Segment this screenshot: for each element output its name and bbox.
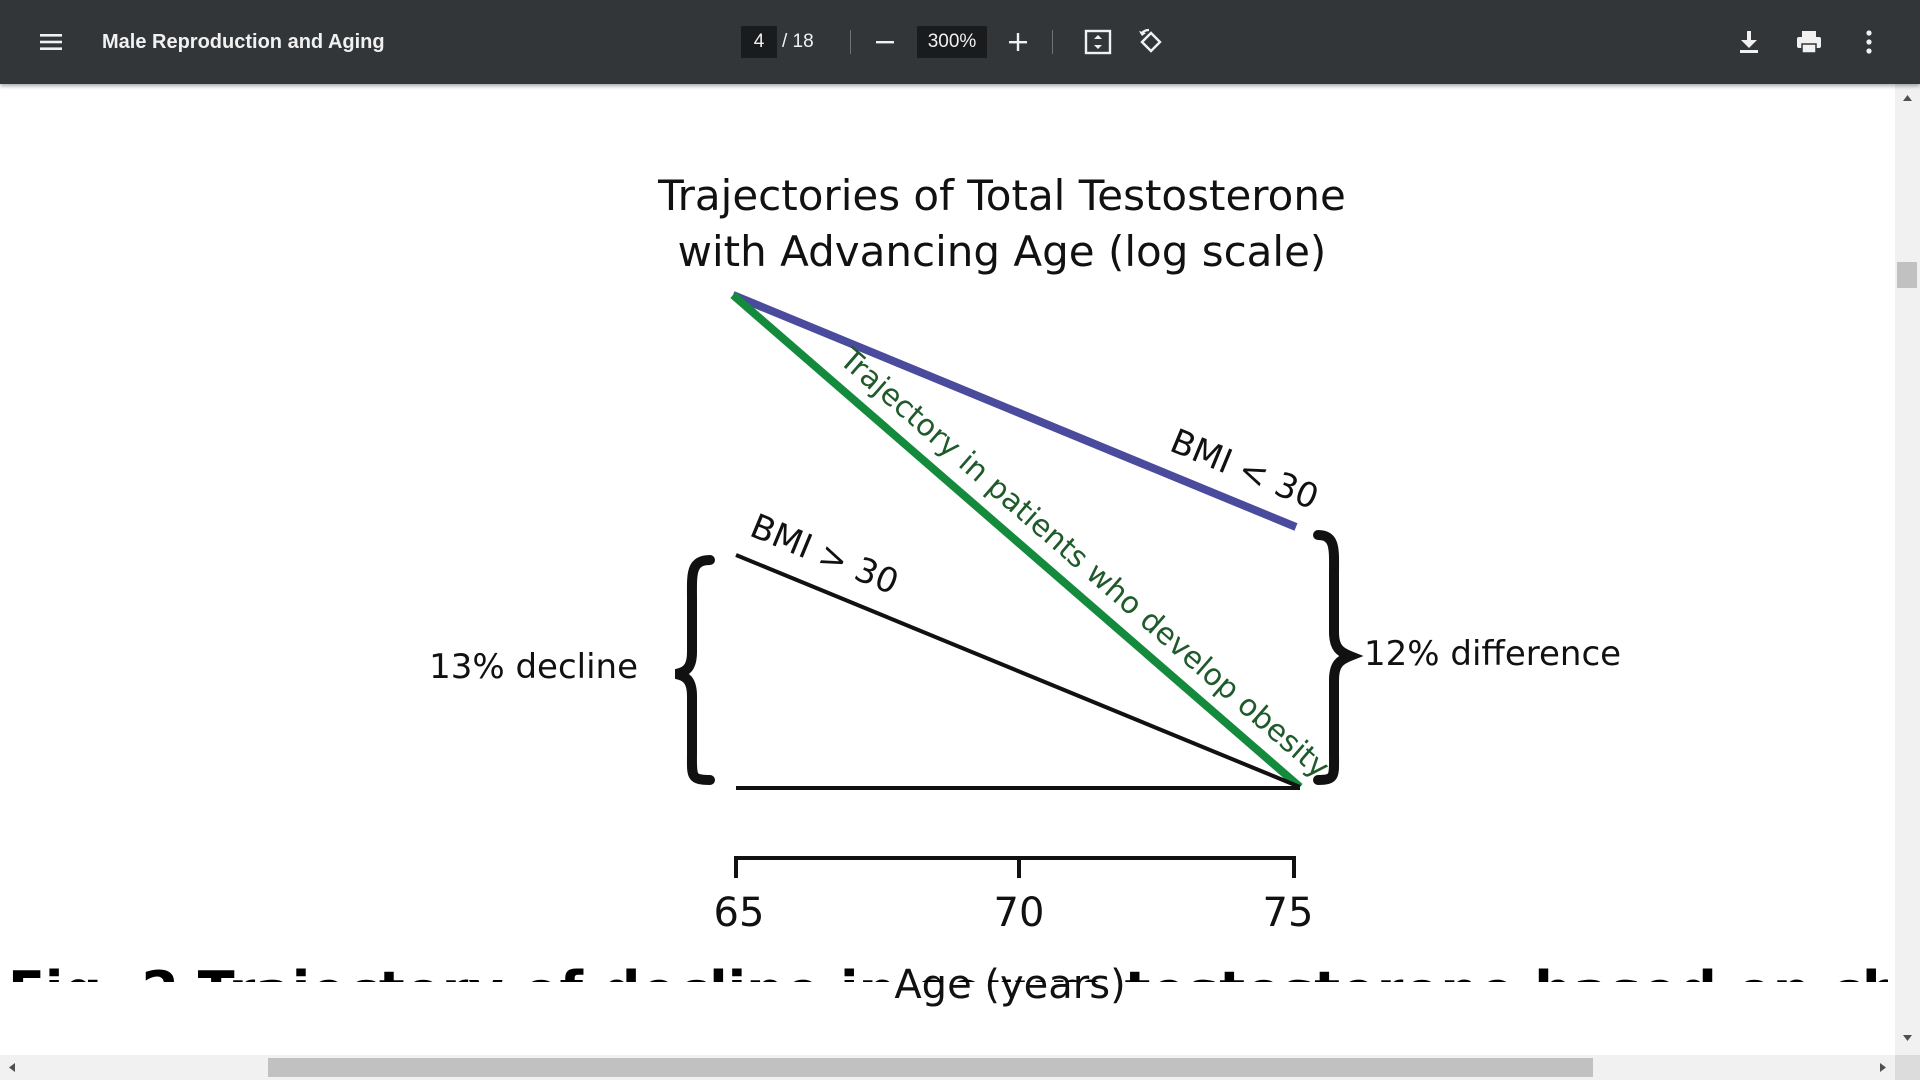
- scroll-right-arrow-icon[interactable]: [1873, 1055, 1893, 1080]
- page-total: / 18: [782, 31, 814, 52]
- toolbar-divider: [850, 30, 851, 54]
- series-line-bmi-lt-30: [731, 291, 1298, 531]
- x-tick-label: 75: [1263, 890, 1314, 936]
- scroll-up-arrow-icon[interactable]: [1895, 88, 1920, 108]
- zoom-level-input[interactable]: 300%: [917, 26, 987, 58]
- zoom-in-button[interactable]: [998, 22, 1038, 62]
- download-button[interactable]: [1729, 22, 1769, 62]
- pdf-page-viewport[interactable]: Trajectories of Total Testosterone with …: [0, 84, 1895, 1055]
- annotation-decline: 13% decline: [429, 647, 638, 687]
- scroll-left-arrow-icon[interactable]: [2, 1055, 22, 1080]
- print-button[interactable]: [1789, 22, 1829, 62]
- horizontal-scrollbar-thumb[interactable]: [268, 1058, 1593, 1077]
- vertical-scrollbar-thumb[interactable]: [1897, 262, 1917, 288]
- right-brace: [1313, 530, 1364, 785]
- download-icon: [1740, 31, 1758, 53]
- minus-icon: [876, 41, 894, 44]
- more-options-button[interactable]: [1849, 22, 1889, 62]
- plus-icon: [1009, 33, 1027, 51]
- scroll-down-arrow-icon[interactable]: [1895, 1028, 1920, 1048]
- hamburger-menu-icon[interactable]: [31, 22, 71, 62]
- testosterone-figure: Trajectories of Total Testosterone with …: [429, 171, 1621, 1008]
- figure-caption-partial: Fig. 2 Trajectory of decline in serum te…: [8, 952, 1888, 982]
- fit-to-page-button[interactable]: [1078, 22, 1118, 62]
- annotation-difference: 12% difference: [1364, 634, 1621, 674]
- toolbar-divider: [1052, 30, 1053, 54]
- fit-to-page-icon: [1084, 29, 1112, 55]
- series-line-obesity-trajectory: [730, 291, 1303, 791]
- zoom-out-button[interactable]: [865, 22, 905, 62]
- rotate-icon: [1139, 28, 1162, 53]
- x-tick-label: 70: [994, 890, 1045, 936]
- x-tick-label: 65: [714, 890, 765, 936]
- page-number-input[interactable]: 4: [741, 26, 777, 58]
- label-bmi-gt-30: BMI > 30: [745, 506, 904, 603]
- print-icon: [1797, 31, 1821, 54]
- document-title: Male Reproduction and Aging: [102, 31, 385, 53]
- scrollbar-corner: [1895, 1055, 1920, 1080]
- pdf-toolbar: Male Reproduction and Aging 4 / 18 300%: [0, 0, 1920, 84]
- label-obesity-trajectory: Trajectory in patients who develop obesi…: [832, 341, 1336, 785]
- figure-title-line2: with Advancing Age (log scale): [678, 227, 1327, 276]
- x-axis-title: Age (years): [894, 962, 1125, 1008]
- series-line-bmi-gt-30: [735, 553, 1301, 789]
- left-brace: [674, 555, 715, 785]
- rotate-button[interactable]: [1131, 22, 1171, 62]
- figure-title-line1: Trajectories of Total Testosterone: [657, 171, 1346, 220]
- vertical-scrollbar[interactable]: [1895, 84, 1920, 1080]
- more-vertical-icon: [1866, 30, 1872, 54]
